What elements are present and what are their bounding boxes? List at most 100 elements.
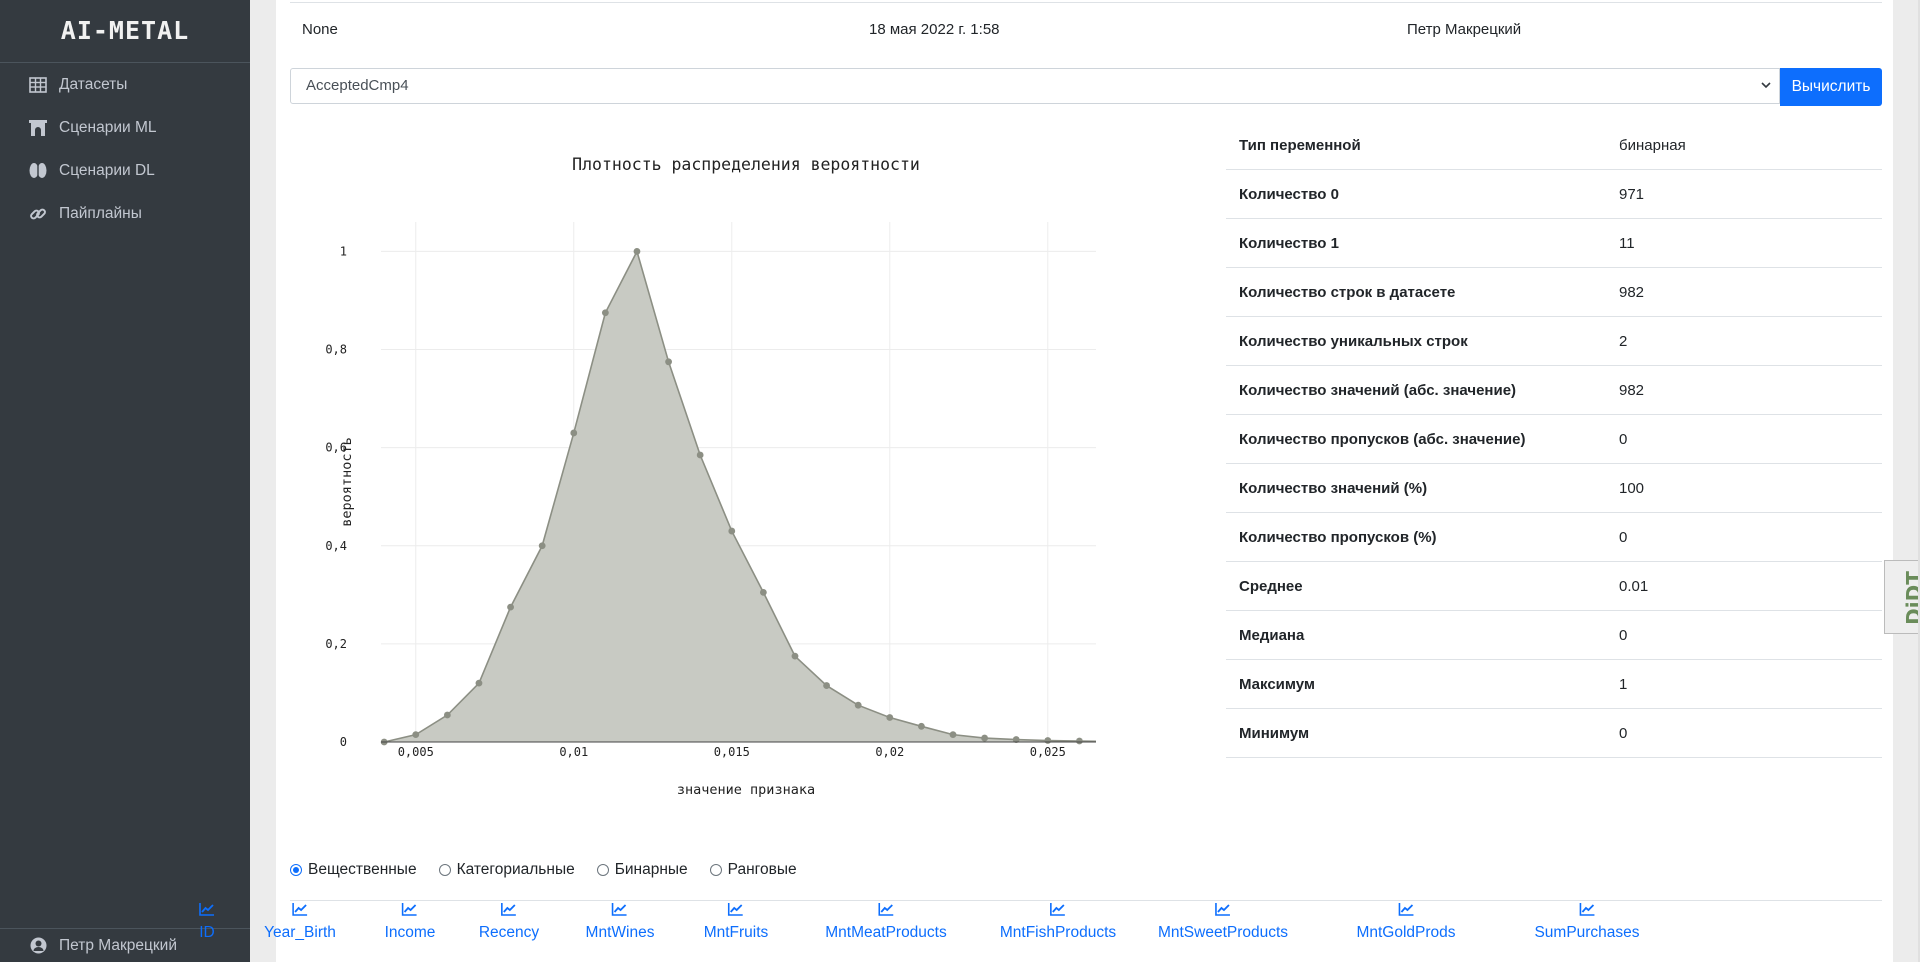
data-point — [728, 527, 736, 535]
feature-link[interactable]: MntMeatProducts — [825, 902, 947, 942]
stat-value: 971 — [1619, 185, 1645, 203]
feature-link-label: MntGoldProds — [1356, 924, 1456, 941]
feature-link[interactable]: MntWines — [586, 902, 654, 942]
calculate-button[interactable]: Вычислить — [1780, 68, 1882, 106]
stat-key: Среднее — [1239, 577, 1303, 595]
chart-line-icon — [264, 902, 336, 924]
radio-dot[interactable] — [596, 864, 609, 876]
stat-value: 2 — [1619, 332, 1628, 350]
feature-link[interactable]: MntFishProducts — [1000, 902, 1116, 942]
data-point — [412, 731, 420, 739]
data-point — [570, 429, 578, 437]
sidebar: AI-METAL Датасеты Сценарии ML Сценарии D… — [0, 0, 250, 962]
feature-select-value: AcceptedCmp4 — [306, 77, 409, 94]
feature-select[interactable]: AcceptedCmp4 — [290, 68, 1780, 104]
data-point — [759, 588, 767, 596]
data-point — [475, 679, 483, 687]
stats-table: Тип переменной бинарная Количество 0 971 Кол… — [1226, 121, 1882, 758]
link-icon — [28, 204, 48, 224]
brand-logo[interactable]: AI-METAL — [0, 0, 250, 63]
data-point — [1075, 737, 1083, 745]
scrollbar[interactable] — [1918, 0, 1920, 962]
data-point — [507, 603, 514, 611]
feature-link[interactable]: MntSweetProducts — [1158, 902, 1288, 942]
stat-row: Максимум 1 — [1226, 660, 1882, 709]
chart-line-icon — [199, 902, 215, 924]
x-tick-label: 0,005 — [398, 745, 434, 759]
y-tick-label: 0,6 — [325, 441, 347, 455]
stat-value: бинарная — [1619, 136, 1686, 154]
radio-dot[interactable] — [709, 864, 722, 876]
stat-row: Тип переменной бинарная — [1226, 121, 1882, 170]
feature-link[interactable]: Year_Birth — [264, 902, 336, 942]
radio-feature-type[interactable]: Категориальные — [438, 861, 575, 879]
chevron-down-icon — [1761, 69, 1771, 116]
stat-key: Количество 1 — [1239, 234, 1339, 252]
chart-line-icon — [1000, 902, 1116, 924]
radio-feature-type[interactable]: Ранговые — [709, 861, 797, 879]
feature-link[interactable]: MntGoldProds — [1356, 902, 1456, 942]
feature-link[interactable]: Income — [385, 902, 435, 942]
data-point — [981, 734, 988, 742]
stat-key: Количество уникальных строк — [1239, 332, 1468, 350]
radio-dot[interactable] — [438, 864, 451, 876]
data-point — [1012, 736, 1020, 743]
feature-link[interactable]: SumPurchases — [1534, 902, 1640, 942]
stat-row: Количество пропусков (%) 0 — [1226, 513, 1882, 562]
sidebar-item-label: Сценарии DL — [59, 161, 155, 179]
stat-key: Количество значений (%) — [1239, 479, 1428, 497]
stat-key: Максимум — [1239, 675, 1316, 693]
stat-row: Количество значений (%) 100 — [1226, 464, 1882, 513]
radio-feature-type[interactable]: Бинарные — [596, 861, 688, 879]
feature-links: ID Year_Birth Income Recency MntWines MntFrui… — [199, 902, 1882, 958]
stat-key: Минимум — [1239, 724, 1310, 742]
radio-feature-type[interactable]: Вещественные — [290, 861, 417, 879]
data-point — [791, 652, 799, 660]
stat-key: Количество пропусков (абс. значение) — [1239, 430, 1526, 448]
stat-key: Количество 0 — [1239, 185, 1339, 203]
stat-row: Количество пропусков (абс. значение) 0 — [1226, 415, 1882, 464]
stat-value: 982 — [1619, 381, 1645, 399]
sidebar-item-label: Датасеты — [59, 75, 128, 93]
stat-key: Количество строк в датасете — [1239, 283, 1456, 301]
density-chart: 0,005 0,01 0,015 0,02 0,025 0 0,2 0,4 0,6 0,8 1 Пло… — [316, 130, 1115, 810]
info-cell-date: 18 мая 2022 г. 1:58 — [869, 21, 1000, 38]
chart-line-icon — [825, 902, 946, 924]
data-point — [823, 682, 830, 689]
stat-value: 11 — [1619, 234, 1635, 252]
data-point — [1044, 737, 1052, 744]
sidebar-item-label: Сценарии ML — [59, 118, 157, 136]
feature-link-label: ID — [199, 924, 215, 941]
y-tick-label: 0,4 — [325, 539, 347, 553]
feature-select-row: AcceptedCmp4 Вычислить — [290, 68, 1882, 106]
feature-link[interactable]: Recency — [479, 902, 539, 942]
chart-line-icon — [1158, 902, 1288, 924]
x-tick-label: 0,01 — [559, 745, 588, 759]
stat-value: 100 — [1619, 479, 1645, 497]
radio-dot[interactable] — [290, 864, 302, 876]
sidebar-item-dl-scenarios[interactable]: Сценарии DL — [0, 149, 250, 192]
sidebar-item-ml-scenarios[interactable]: Сценарии ML — [0, 106, 250, 149]
sidebar-item-label: Пайплайны — [59, 204, 142, 222]
stat-value: 1 — [1619, 675, 1628, 693]
sidebar-item-pipelines[interactable]: Пайплайны — [0, 192, 250, 235]
feature-link-label: SumPurchases — [1534, 924, 1640, 941]
dataset-info-row: None 18 мая 2022 г. 1:58 Петр Макрецкий — [290, 2, 1882, 55]
feature-link-label: MntFishProducts — [999, 924, 1117, 941]
user-footer[interactable]: Петр Макрецкий — [0, 928, 250, 962]
chart-title: Плотность распределения вероятности — [572, 155, 920, 174]
dataset-card: None 18 мая 2022 г. 1:58 Петр Макрецкий … — [199, 0, 1893, 962]
info-cell-author: Петр Макрецкий — [1407, 21, 1522, 38]
info-cell-description: None — [302, 21, 338, 38]
archway-icon — [28, 118, 48, 138]
feature-link[interactable]: ID — [199, 902, 215, 942]
stat-value: 0.01 — [1619, 577, 1649, 595]
debug-toolbar-handle[interactable]: DjDT — [1884, 560, 1920, 634]
y-tick-label: 0 — [340, 735, 347, 749]
feature-link[interactable]: MntFruits — [704, 902, 769, 942]
chart-line-icon — [704, 902, 769, 924]
feature-link-label: MntSweetProducts — [1157, 924, 1289, 941]
stat-row: Минимум 0 — [1226, 709, 1882, 758]
sidebar-item-datasets[interactable]: Датасеты — [0, 63, 250, 106]
stat-row: Количество 0 971 — [1226, 170, 1882, 219]
